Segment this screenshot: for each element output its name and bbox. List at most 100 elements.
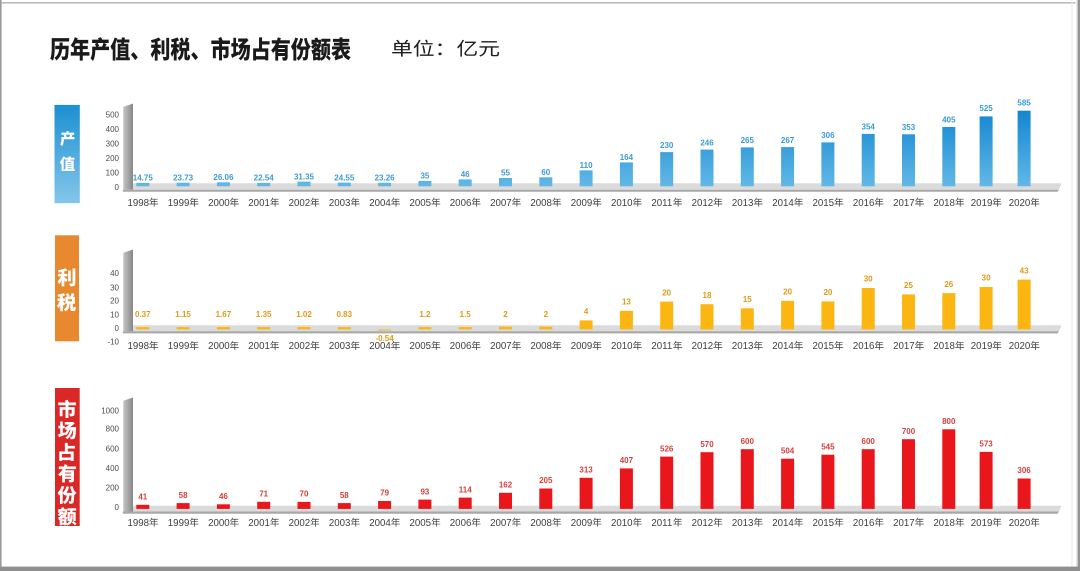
svg-text:2005: 2005 [410, 341, 432, 352]
svg-text:46: 46 [219, 492, 228, 501]
svg-text:71: 71 [259, 490, 268, 499]
svg-text:230: 230 [660, 141, 674, 150]
svg-text:2006: 2006 [450, 341, 472, 352]
svg-text:14.75: 14.75 [133, 174, 154, 183]
svg-text:2020: 2020 [1009, 198, 1031, 209]
svg-text:2009: 2009 [571, 518, 593, 529]
svg-text:300: 300 [106, 140, 120, 149]
svg-text:0: 0 [115, 503, 120, 512]
svg-text:2005: 2005 [410, 198, 432, 209]
svg-text:26: 26 [944, 280, 953, 289]
svg-text:407: 407 [620, 456, 634, 465]
svg-text:200: 200 [106, 483, 120, 492]
svg-text:2008: 2008 [530, 518, 552, 529]
svg-text:2010: 2010 [611, 341, 633, 352]
svg-text:2003: 2003 [329, 518, 351, 529]
svg-text:15: 15 [743, 295, 752, 304]
svg-text:93: 93 [420, 487, 429, 496]
svg-text:2018: 2018 [933, 518, 955, 529]
svg-text:2013: 2013 [732, 518, 754, 529]
svg-text:2017: 2017 [893, 341, 915, 352]
svg-text:2009: 2009 [571, 198, 593, 209]
svg-text:35: 35 [420, 172, 429, 181]
svg-text:2016: 2016 [853, 341, 875, 352]
svg-text:1999: 1999 [168, 518, 190, 529]
svg-text:306: 306 [1017, 466, 1031, 475]
svg-text:246: 246 [700, 138, 714, 147]
svg-text:700: 700 [902, 427, 916, 436]
svg-text:2013: 2013 [732, 198, 754, 209]
svg-text:2018: 2018 [933, 198, 955, 209]
svg-text:1998: 1998 [128, 518, 150, 529]
svg-text:2003: 2003 [329, 341, 351, 352]
svg-text:2003: 2003 [329, 198, 351, 209]
svg-text:1998: 1998 [128, 341, 150, 352]
svg-text:2017: 2017 [893, 198, 915, 209]
svg-text:405: 405 [942, 116, 956, 125]
svg-text:2004: 2004 [369, 518, 391, 529]
svg-text:600: 600 [741, 437, 755, 446]
svg-text:205: 205 [539, 476, 553, 485]
svg-text:1999: 1999 [168, 341, 190, 352]
svg-text:2007: 2007 [490, 518, 512, 529]
svg-text:2006: 2006 [450, 198, 472, 209]
svg-text:2008: 2008 [530, 341, 552, 352]
svg-text:400: 400 [106, 464, 120, 473]
svg-text:500: 500 [106, 111, 120, 120]
svg-text:58: 58 [179, 491, 188, 500]
svg-text:2017: 2017 [893, 518, 915, 529]
svg-text:504: 504 [781, 446, 795, 455]
svg-text:2001: 2001 [248, 341, 270, 352]
svg-text:353: 353 [902, 123, 916, 132]
svg-text:20: 20 [783, 288, 792, 297]
svg-text:2019: 2019 [971, 518, 993, 529]
svg-text:2015: 2015 [813, 341, 835, 352]
svg-text:0: 0 [115, 183, 120, 192]
svg-text:2009: 2009 [571, 341, 593, 352]
svg-text:40: 40 [110, 269, 119, 278]
svg-text:1.35: 1.35 [256, 310, 272, 319]
svg-text:2: 2 [544, 310, 549, 319]
svg-text:46: 46 [461, 170, 470, 179]
svg-text:354: 354 [862, 123, 876, 132]
svg-text:2014: 2014 [772, 518, 794, 529]
svg-text:4: 4 [584, 307, 589, 316]
svg-text:31.35: 31.35 [294, 172, 315, 181]
svg-text:22.54: 22.54 [254, 174, 275, 183]
svg-text:24.55: 24.55 [334, 173, 355, 182]
svg-text:2: 2 [503, 310, 508, 319]
svg-text:2014: 2014 [772, 341, 794, 352]
svg-text:1.67: 1.67 [216, 310, 232, 319]
svg-text:55: 55 [501, 169, 510, 178]
svg-text:110: 110 [580, 161, 593, 170]
svg-text:1.02: 1.02 [296, 310, 312, 319]
svg-text:43: 43 [1020, 266, 1029, 275]
svg-text:2011: 2011 [651, 518, 672, 529]
svg-text:2002: 2002 [289, 518, 311, 529]
svg-text:400: 400 [106, 125, 120, 134]
svg-text:306: 306 [821, 131, 835, 140]
svg-text:2002: 2002 [289, 198, 311, 209]
svg-text:2005: 2005 [410, 518, 432, 529]
svg-text:2020: 2020 [1009, 518, 1031, 529]
svg-text:-10: -10 [107, 338, 119, 347]
svg-text:2018: 2018 [933, 341, 955, 352]
svg-text:41: 41 [138, 493, 147, 502]
svg-text:1.15: 1.15 [175, 310, 191, 319]
svg-text:585: 585 [1017, 98, 1031, 107]
svg-text:30: 30 [982, 274, 991, 283]
svg-text:2012: 2012 [692, 518, 714, 529]
svg-text:58: 58 [340, 491, 349, 500]
svg-text:2015: 2015 [813, 198, 835, 209]
svg-text:162: 162 [499, 481, 513, 490]
svg-text:2011: 2011 [651, 341, 672, 352]
svg-text:2010: 2010 [611, 518, 633, 529]
svg-text:100: 100 [106, 169, 120, 178]
svg-text:10: 10 [110, 311, 119, 320]
svg-text:30: 30 [110, 283, 119, 292]
svg-text:600: 600 [106, 445, 120, 454]
svg-text:2004: 2004 [369, 198, 391, 209]
svg-text:20: 20 [662, 288, 671, 297]
svg-text:2006: 2006 [450, 518, 472, 529]
svg-text:79: 79 [380, 489, 389, 498]
